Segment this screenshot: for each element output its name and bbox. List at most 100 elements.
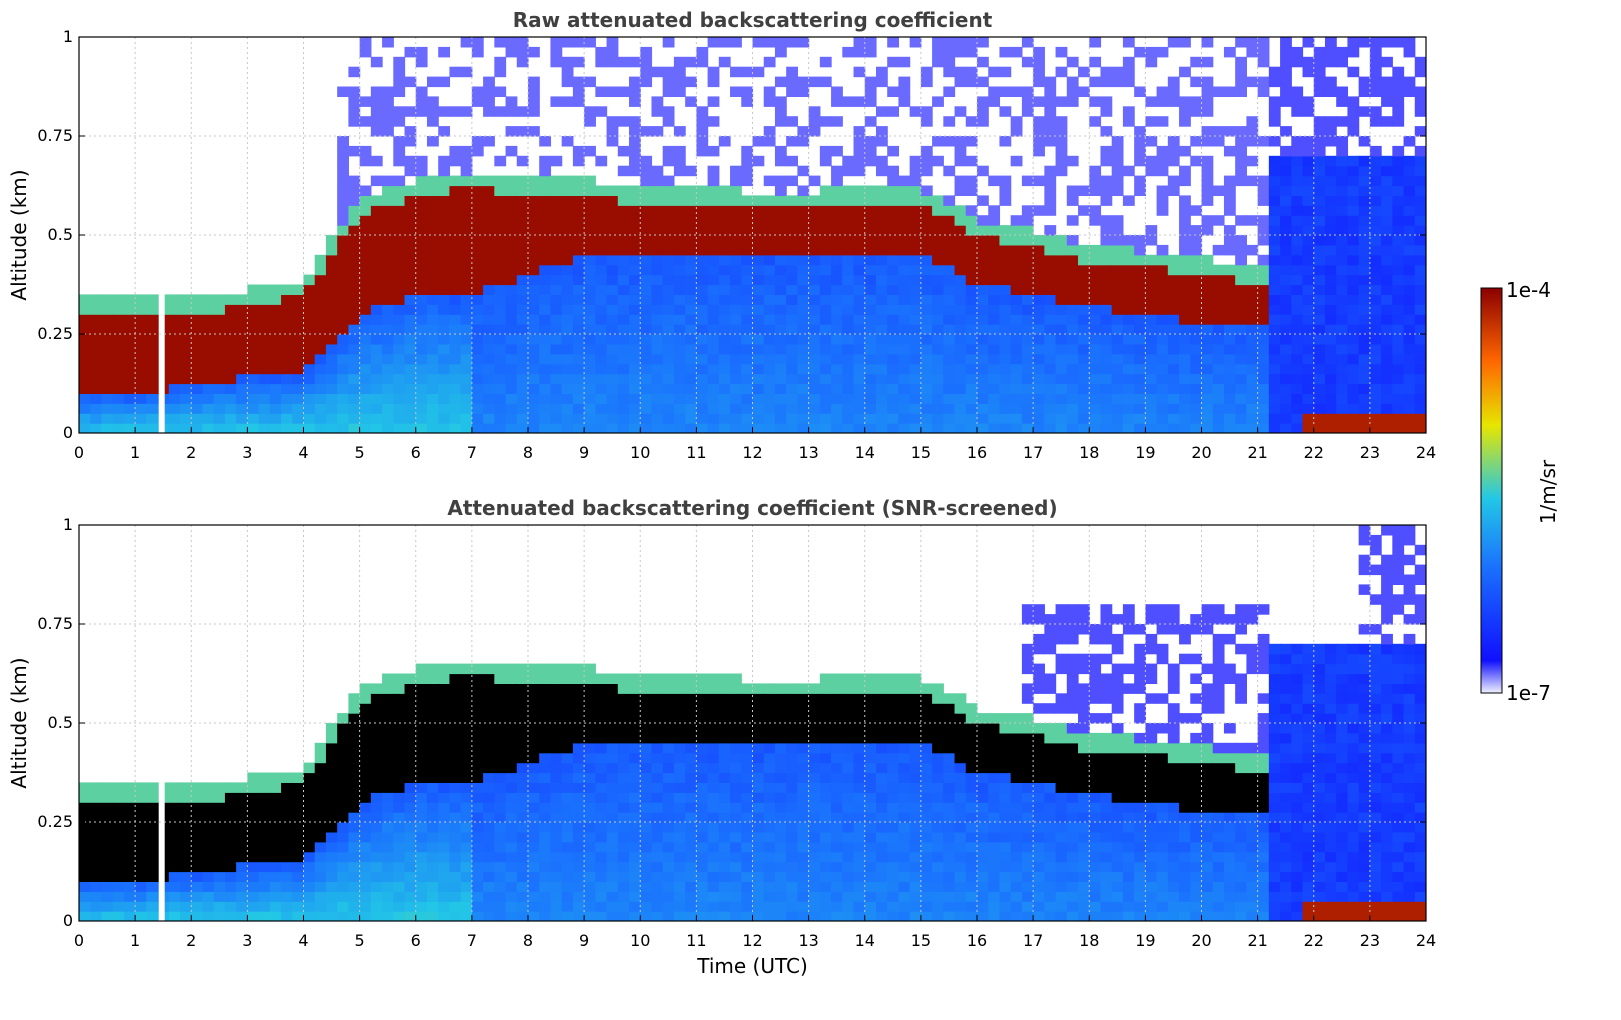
heatmap-cell — [550, 822, 563, 833]
heatmap-cell — [1302, 363, 1315, 375]
heatmap-cell — [449, 284, 462, 295]
heatmap-cell — [617, 373, 630, 385]
heatmap-cell — [673, 812, 686, 823]
heatmap-cell — [1100, 96, 1113, 107]
heatmap-cell — [999, 195, 1012, 206]
heatmap-cell — [1336, 175, 1349, 187]
heatmap-cell — [1089, 205, 1102, 216]
heatmap-cell — [191, 373, 204, 385]
heatmap-cell — [180, 901, 192, 912]
heatmap-cell — [1268, 373, 1281, 385]
heatmap-cell — [898, 195, 911, 206]
heatmap-cell — [1223, 393, 1236, 404]
heatmap-cell — [1055, 165, 1068, 177]
heatmap-cell — [752, 703, 765, 714]
heatmap-cell — [460, 205, 473, 216]
heatmap-cell — [1302, 145, 1315, 157]
heatmap-cell — [831, 215, 843, 226]
heatmap-cell — [494, 215, 507, 226]
heatmap-cell — [572, 792, 585, 803]
heatmap-cell — [831, 713, 843, 724]
heatmap-cell — [550, 713, 563, 724]
heatmap-cell — [1078, 304, 1090, 315]
heatmap-cell — [303, 363, 316, 375]
heatmap-cell — [561, 713, 574, 724]
heatmap-cell — [797, 861, 810, 873]
heatmap-cell — [730, 742, 742, 754]
heatmap-cell — [685, 413, 697, 424]
heatmap-cell — [1223, 383, 1236, 394]
heatmap-cell — [1179, 215, 1191, 226]
heatmap-cell — [629, 264, 641, 276]
heatmap-cell — [1257, 86, 1270, 97]
heatmap-cell — [269, 363, 282, 375]
heatmap-cell — [516, 861, 529, 873]
heatmap-cell — [943, 66, 956, 78]
heatmap-cell — [337, 732, 349, 744]
heatmap-cell — [1358, 343, 1371, 355]
heatmap-cell — [236, 822, 248, 833]
heatmap-cell — [1190, 254, 1203, 266]
heatmap-cell — [292, 363, 305, 375]
heatmap-cell — [1010, 235, 1023, 246]
heatmap-cell — [685, 304, 697, 315]
heatmap-cell — [202, 324, 215, 335]
heatmap-cell — [1291, 284, 1304, 295]
heatmap-cell — [584, 205, 596, 216]
heatmap-cell — [584, 106, 596, 117]
heatmap-cell — [730, 195, 742, 206]
heatmap-cell — [685, 254, 697, 266]
heatmap-cell — [1336, 46, 1349, 58]
heatmap-cell — [471, 343, 484, 355]
heatmap-cell — [224, 423, 237, 433]
heatmap-cell — [415, 831, 428, 843]
heatmap-cell — [662, 314, 675, 325]
heatmap-cell — [123, 911, 136, 921]
heatmap-cell — [449, 792, 462, 803]
heatmap-cell — [123, 851, 136, 863]
heatmap-cell — [1145, 314, 1158, 325]
heatmap-cell — [696, 145, 709, 157]
heatmap-cell — [752, 254, 765, 266]
heatmap-cell — [920, 165, 933, 177]
heatmap-cell — [404, 215, 417, 226]
heatmap-cell — [842, 324, 855, 335]
heatmap-cell — [685, 881, 697, 892]
heatmap-cell — [1280, 244, 1292, 256]
heatmap-cell — [1089, 116, 1102, 127]
heatmap-cell — [1414, 126, 1426, 137]
heatmap-cell — [673, 274, 686, 286]
heatmap-cell — [370, 284, 383, 295]
heatmap-cell — [393, 324, 406, 335]
heatmap-cell — [471, 304, 484, 315]
heatmap-cell — [617, 693, 630, 704]
heatmap-cell — [325, 413, 338, 424]
heatmap-cell — [1201, 76, 1214, 88]
heatmap-cell — [1212, 383, 1225, 394]
heatmap-cell — [269, 812, 282, 823]
heatmap-cell — [853, 742, 866, 754]
heatmap-cell — [1044, 86, 1057, 97]
heatmap-cell — [146, 792, 159, 803]
heatmap-cell — [1257, 383, 1270, 394]
heatmap-cell — [1313, 165, 1326, 177]
heatmap-cell — [651, 693, 664, 704]
heatmap-cell — [1066, 363, 1079, 375]
heatmap-cell — [1010, 334, 1023, 345]
heatmap-cell — [707, 254, 720, 266]
heatmap-cell — [640, 831, 653, 843]
heatmap-cell — [1246, 274, 1259, 286]
heatmap-cell — [449, 742, 462, 754]
heatmap-cell — [247, 403, 260, 414]
heatmap-cell — [651, 373, 664, 385]
heatmap-cell — [135, 901, 147, 912]
heatmap-cell — [1347, 165, 1360, 177]
heatmap-cell — [348, 403, 361, 414]
heatmap-cell — [786, 383, 798, 394]
heatmap-cell — [224, 802, 237, 813]
heatmap-cell — [1336, 284, 1349, 295]
heatmap-cell — [1235, 175, 1247, 187]
heatmap-cell — [875, 284, 888, 295]
heatmap-cell — [382, 812, 394, 823]
heatmap-cell — [774, 782, 787, 793]
